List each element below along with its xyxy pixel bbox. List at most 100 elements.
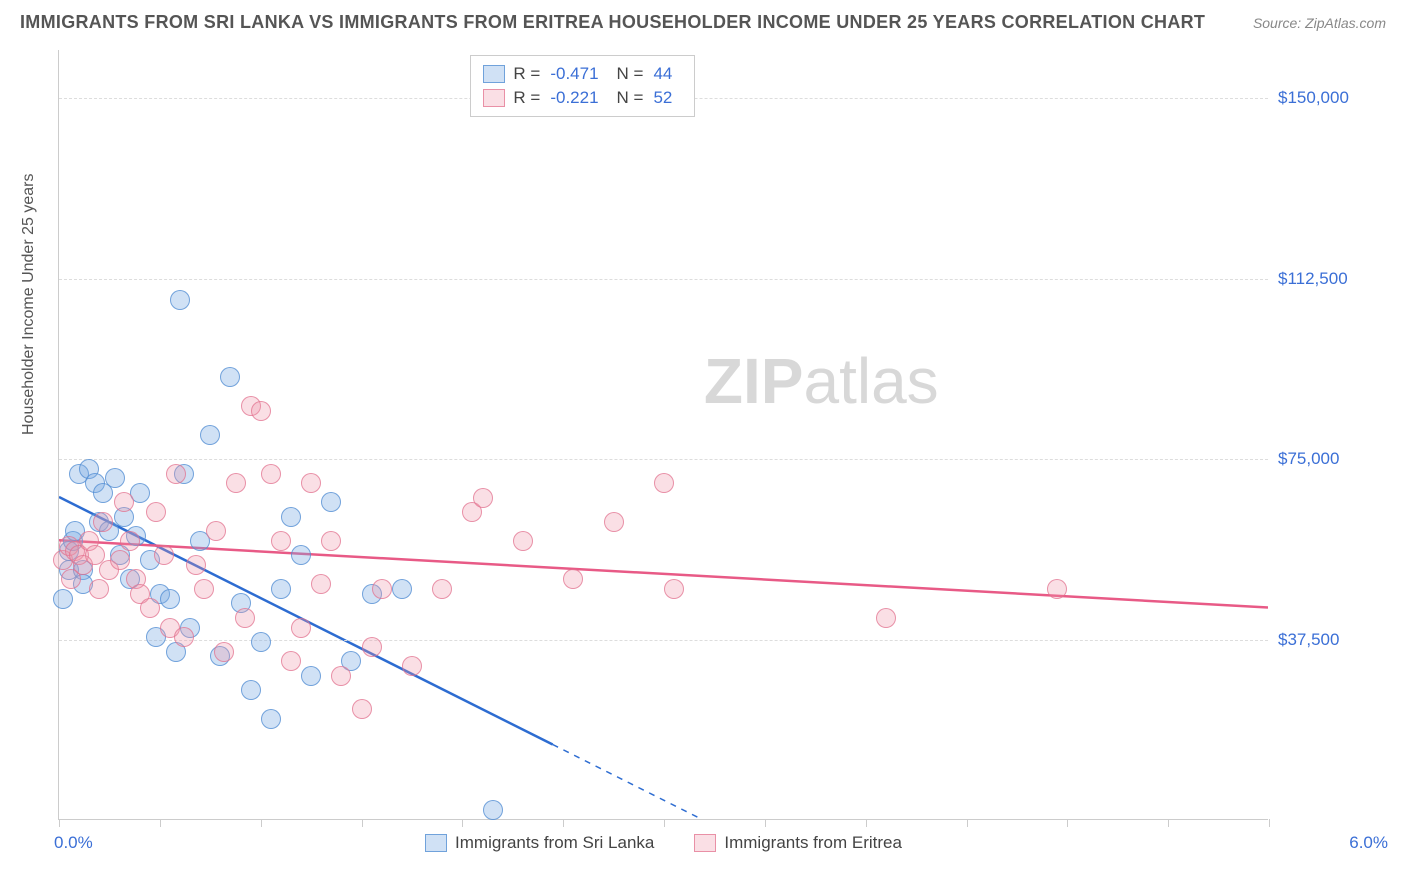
r-value: -0.471: [550, 64, 598, 84]
scatter-point: [271, 579, 291, 599]
scatter-point: [251, 632, 271, 652]
scatter-point: [321, 531, 341, 551]
scatter-point: [654, 473, 674, 493]
scatter-point: [362, 637, 382, 657]
scatter-point: [483, 800, 503, 820]
legend-label: Immigrants from Sri Lanka: [455, 833, 654, 853]
x-axis-max-label: 6.0%: [1349, 833, 1388, 853]
y-tick-label: $75,000: [1278, 449, 1388, 469]
scatter-point: [261, 709, 281, 729]
scatter-point: [1047, 579, 1067, 599]
y-tick-label: $112,500: [1278, 269, 1388, 289]
r-label: R =: [513, 64, 540, 84]
x-tick: [1269, 819, 1270, 827]
scatter-point: [53, 589, 73, 609]
scatter-point: [194, 579, 214, 599]
scatter-point: [186, 555, 206, 575]
legend-stats: R = -0.471 N = 44 R = -0.221 N = 52: [470, 55, 695, 117]
n-value: 52: [653, 88, 672, 108]
scatter-point: [473, 488, 493, 508]
scatter-point: [214, 642, 234, 662]
scatter-point: [220, 367, 240, 387]
legend-label: Immigrants from Eritrea: [724, 833, 902, 853]
scatter-point: [432, 579, 452, 599]
scatter-point: [301, 666, 321, 686]
x-tick: [160, 819, 161, 827]
scatter-point: [226, 473, 246, 493]
x-tick: [362, 819, 363, 827]
scatter-point: [563, 569, 583, 589]
x-tick: [1067, 819, 1068, 827]
x-tick: [462, 819, 463, 827]
x-tick: [765, 819, 766, 827]
r-label: R =: [513, 88, 540, 108]
x-tick: [261, 819, 262, 827]
n-label: N =: [617, 88, 644, 108]
scatter-point: [301, 473, 321, 493]
scatter-point: [166, 464, 186, 484]
scatter-point: [105, 468, 125, 488]
legend-stats-row: R = -0.471 N = 44: [483, 62, 682, 86]
scatter-point: [170, 290, 190, 310]
scatter-point: [372, 579, 392, 599]
title-bar: IMMIGRANTS FROM SRI LANKA VS IMMIGRANTS …: [20, 12, 1386, 33]
scatter-point: [664, 579, 684, 599]
y-tick-label: $150,000: [1278, 88, 1388, 108]
scatter-point: [321, 492, 341, 512]
legend-item: Immigrants from Eritrea: [694, 833, 902, 853]
x-axis-min-label: 0.0%: [54, 833, 93, 853]
legend-swatch: [483, 65, 505, 83]
y-tick-label: $37,500: [1278, 630, 1388, 650]
gridline: [59, 459, 1268, 460]
x-tick: [967, 819, 968, 827]
scatter-point: [93, 512, 113, 532]
legend-series: Immigrants from Sri Lanka Immigrants from…: [59, 833, 1268, 853]
scatter-point: [331, 666, 351, 686]
scatter-point: [291, 545, 311, 565]
x-tick: [563, 819, 564, 827]
n-label: N =: [617, 64, 644, 84]
scatter-point: [281, 651, 301, 671]
chart-title: IMMIGRANTS FROM SRI LANKA VS IMMIGRANTS …: [20, 12, 1205, 33]
scatter-point: [110, 550, 130, 570]
legend-swatch: [694, 834, 716, 852]
scatter-point: [235, 608, 255, 628]
legend-stats-row: R = -0.221 N = 52: [483, 86, 682, 110]
scatter-point: [261, 464, 281, 484]
x-tick: [866, 819, 867, 827]
y-axis-title: Householder Income Under 25 years: [20, 174, 38, 435]
scatter-point: [200, 425, 220, 445]
scatter-point: [154, 545, 174, 565]
watermark-rest: atlas: [803, 345, 938, 417]
source-label: Source: ZipAtlas.com: [1253, 15, 1386, 31]
watermark-bold: ZIP: [704, 345, 804, 417]
watermark: ZIPatlas: [704, 344, 939, 418]
trend-lines: [59, 50, 1268, 819]
legend-item: Immigrants from Sri Lanka: [425, 833, 654, 853]
scatter-point: [251, 401, 271, 421]
n-value: 44: [653, 64, 672, 84]
scatter-point: [206, 521, 226, 541]
x-tick: [1168, 819, 1169, 827]
scatter-point: [89, 579, 109, 599]
r-value: -0.221: [550, 88, 598, 108]
plot-area: ZIPatlas R =-0.471N =44R =-0.221N =52 Im…: [58, 50, 1268, 820]
scatter-point: [281, 507, 301, 527]
gridline: [59, 279, 1268, 280]
legend-swatch: [483, 89, 505, 107]
scatter-point: [114, 492, 134, 512]
legend-swatch: [425, 834, 447, 852]
scatter-point: [140, 598, 160, 618]
gridline: [59, 640, 1268, 641]
scatter-point: [402, 656, 422, 676]
scatter-point: [174, 627, 194, 647]
scatter-point: [241, 680, 261, 700]
x-tick: [664, 819, 665, 827]
x-tick: [59, 819, 60, 827]
scatter-point: [311, 574, 331, 594]
scatter-point: [146, 502, 166, 522]
scatter-point: [271, 531, 291, 551]
scatter-point: [160, 589, 180, 609]
scatter-point: [120, 531, 140, 551]
scatter-point: [352, 699, 372, 719]
